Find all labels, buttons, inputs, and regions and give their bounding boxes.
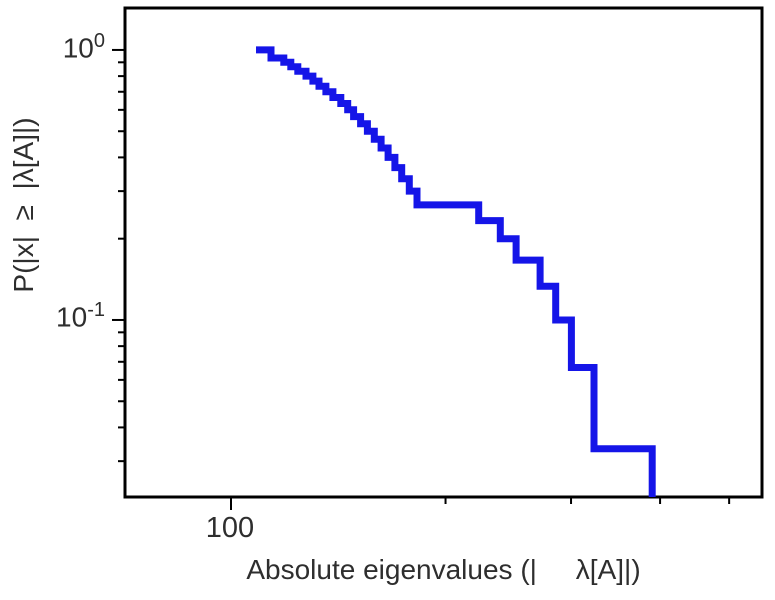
y-axis-title: P(|x| ≥ |λ[A]|)	[8, 117, 39, 293]
y-tick-exponent: 0	[93, 30, 105, 52]
y-tick-label-1e0: 100	[63, 30, 105, 64]
y-tick-base: 10	[56, 301, 88, 333]
y-tick-exponent: -1	[87, 299, 105, 321]
plot-frame	[123, 6, 764, 499]
x-tick-label-100: 100	[205, 512, 255, 544]
x-axis-ticks	[230, 497, 731, 510]
y-tick-base: 10	[62, 32, 94, 64]
x-axis-title: Absolute eigenvalues (| λ[A]|)	[246, 554, 641, 585]
y-axis-ticks	[112, 48, 125, 463]
y-tick-label-1e-1: 10-1	[56, 299, 105, 333]
ccdf-step-line	[256, 46, 656, 497]
